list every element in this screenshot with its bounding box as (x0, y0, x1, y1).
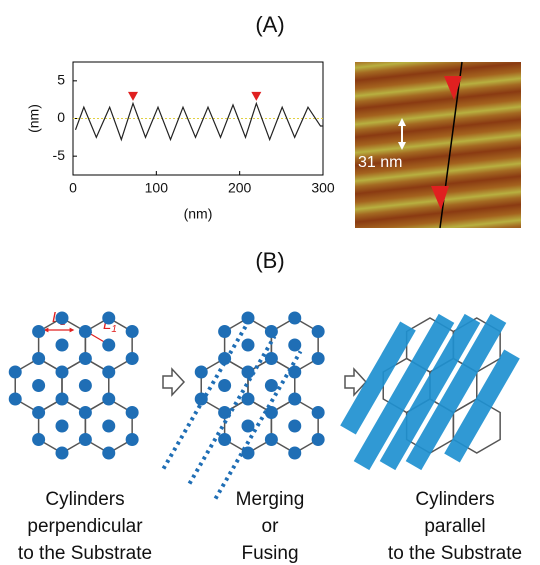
caption: to the Substrate (18, 543, 152, 564)
merge-line (190, 336, 275, 483)
panel-label: (B) (255, 248, 284, 273)
x-axis-label: (nm) (184, 206, 213, 222)
cylinder-dot (102, 393, 115, 406)
cylinder-dot (242, 339, 255, 352)
cylinder-dot (79, 433, 92, 446)
cylinder-dot (102, 420, 115, 433)
cylinder-dot (9, 393, 22, 406)
cylinder-dot (126, 325, 139, 338)
cylinder-dot (218, 379, 231, 392)
cylinder-dot (218, 325, 231, 338)
cylinder-dot (312, 406, 325, 419)
merge-line (216, 351, 301, 498)
caption: to the Substrate (388, 543, 522, 564)
panel-label: (A) (255, 12, 284, 37)
y-tick-label: 5 (57, 72, 65, 88)
caption: Cylinders (45, 489, 124, 510)
cylinder-dot (265, 433, 278, 446)
cylinder-dot (288, 447, 301, 460)
cylinder-dot (56, 447, 69, 460)
cylinder-dot (79, 325, 92, 338)
cylinder-dot (56, 339, 69, 352)
step-arrow (163, 369, 184, 395)
caption: perpendicular (27, 516, 143, 537)
caption: Cylinders (415, 489, 494, 510)
x-tick-label: 300 (311, 180, 335, 196)
cylinder-dot (218, 433, 231, 446)
lattice (195, 312, 325, 460)
cylinder-dot (79, 379, 92, 392)
cylinder-dot (312, 433, 325, 446)
x-tick-label: 100 (145, 180, 169, 196)
page: {"chart_data": {"type": "line", "x": [3,… (0, 0, 540, 565)
cylinder-dot (102, 339, 115, 352)
cylinder-dot (102, 312, 115, 325)
profile-line (76, 103, 324, 139)
caption: parallel (424, 516, 485, 537)
caption: Fusing (241, 543, 298, 564)
cylinder-dot (312, 352, 325, 365)
x-tick-label: 0 (69, 180, 77, 196)
cylinder-dot (265, 379, 278, 392)
cylinder-dot (79, 406, 92, 419)
cylinder-dot (242, 393, 255, 406)
cylinder-dot (32, 352, 45, 365)
y-axis-label: (nm) (26, 104, 42, 133)
scale-label: 31 nm (358, 154, 402, 171)
cylinder-dot (56, 420, 69, 433)
x-tick-label: 200 (228, 180, 252, 196)
cylinder-dot (126, 352, 139, 365)
cylinder-dot (288, 393, 301, 406)
cylinder-dot (288, 312, 301, 325)
cylinder-dot (126, 433, 139, 446)
cylinder-dot (32, 433, 45, 446)
lattice (9, 312, 139, 460)
y-tick-label: 0 (57, 109, 65, 125)
cylinder-dot (56, 393, 69, 406)
peak-marker (251, 92, 261, 101)
cylinder-dot (102, 366, 115, 379)
cylinder-dot (126, 406, 139, 419)
cylinder-dot (265, 352, 278, 365)
peak-marker (128, 92, 138, 101)
cylinder-dot (32, 379, 45, 392)
cylinder-dot (56, 366, 69, 379)
figure: (A) (B) 31 nm L2 L1 -5050100200300(nm)(n… (0, 0, 540, 565)
cylinder-dot (56, 312, 69, 325)
subscript: 1 (111, 324, 117, 335)
cylinder-dot (32, 406, 45, 419)
afm-image (355, 62, 521, 228)
cylinder-dot (288, 339, 301, 352)
cylinder-dot (312, 325, 325, 338)
cylinder-dot (32, 325, 45, 338)
cylinder-dot (9, 366, 22, 379)
cylinder-dot (79, 352, 92, 365)
cylinder-dot (265, 325, 278, 338)
cylinder-dot (195, 366, 208, 379)
y-tick-label: -5 (53, 147, 66, 163)
caption: Merging (236, 489, 305, 510)
cylinder-dot (102, 447, 115, 460)
caption: or (262, 516, 280, 537)
cylinder-dot (288, 420, 301, 433)
